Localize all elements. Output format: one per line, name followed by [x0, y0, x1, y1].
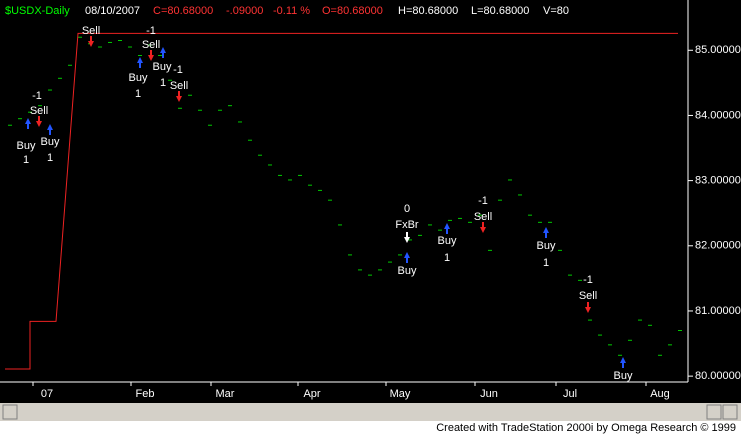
trade-arrow: [25, 118, 31, 129]
trade-label: Sell: [170, 80, 188, 92]
change-pct: -0.11 %: [273, 5, 310, 17]
scroll-end[interactable]: [722, 404, 738, 420]
symbol: $USDX-Daily: [5, 5, 70, 17]
x-tick-label: Aug: [650, 388, 670, 400]
trade-arrow: [480, 222, 486, 233]
trade-arrow: [137, 57, 143, 68]
trade-label: -1: [146, 25, 156, 37]
x-tick-label: Jun: [480, 388, 498, 400]
trade-label: Buy: [438, 235, 457, 247]
trade-label: Sell: [82, 25, 100, 37]
trade-label: Buy: [153, 61, 172, 73]
trade-arrow: [148, 50, 154, 61]
x-tick-label: 07: [41, 388, 53, 400]
y-tick-label: 82.00000: [695, 240, 741, 252]
trade-label: -1: [173, 64, 183, 76]
trade-label: Buy: [614, 370, 633, 382]
y-tick-label: 80.00000: [695, 370, 741, 382]
high: H=80.68000: [398, 5, 458, 17]
equity-line: [5, 32, 678, 370]
scroll-left[interactable]: [2, 404, 18, 420]
trade-label: 1: [135, 88, 141, 100]
trade-arrow: [88, 36, 94, 47]
scroll-right[interactable]: [706, 404, 722, 420]
trade-label: Buy: [537, 240, 556, 252]
trade-label: Buy: [129, 72, 148, 84]
trade-label: FxBr: [395, 219, 419, 231]
trade-label: Sell: [30, 105, 48, 117]
trade-arrow: [404, 252, 410, 263]
trade-arrow: [176, 91, 182, 102]
trade-label: Sell: [142, 39, 160, 51]
y-tick-label: 85.00000: [695, 44, 741, 56]
scrollbar[interactable]: [0, 403, 741, 421]
date: 08/10/2007: [85, 5, 140, 17]
x-tick-label: May: [390, 388, 411, 400]
x-tick-label: Feb: [136, 388, 155, 400]
trade-label: 0: [404, 203, 410, 215]
trade-label: Sell: [474, 211, 492, 223]
trade-arrow: [620, 357, 626, 368]
low: L=80.68000: [471, 5, 529, 17]
close: C=80.68000: [153, 5, 213, 17]
chart-background: [0, 0, 741, 403]
x-tick-label: Apr: [303, 388, 320, 400]
trade-label: -1: [32, 90, 42, 102]
trade-arrow: [444, 223, 450, 234]
x-tick-label: Jul: [563, 388, 577, 400]
trade-label: 1: [543, 257, 549, 269]
change: -.09000: [226, 5, 263, 17]
trade-label: Buy: [17, 140, 36, 152]
footer: Created with TradeStation 2000i by Omega…: [436, 422, 736, 434]
trade-label: 1: [23, 154, 29, 166]
y-tick-label: 81.00000: [695, 305, 741, 317]
y-tick-label: 83.00000: [695, 175, 741, 187]
trade-arrow: [543, 227, 549, 238]
trade-label: 1: [47, 152, 53, 164]
trade-label: Buy: [41, 136, 60, 148]
open: O=80.68000: [322, 5, 383, 17]
trade-arrow: [36, 116, 42, 127]
trade-label: -1: [478, 195, 488, 207]
y-tick-label: 84.00000: [695, 109, 741, 121]
trade-label: -1: [583, 274, 593, 286]
trade-label: 1: [160, 77, 166, 89]
trade-arrow: [160, 47, 166, 58]
trade-arrow: [404, 232, 410, 243]
trade-label: Buy: [398, 265, 417, 277]
volume: V=80: [543, 5, 569, 17]
trade-arrow: [47, 124, 53, 135]
trade-label: 1: [444, 252, 450, 264]
x-tick-label: Mar: [216, 388, 235, 400]
trade-arrow: [585, 302, 591, 313]
trade-label: Sell: [579, 290, 597, 302]
